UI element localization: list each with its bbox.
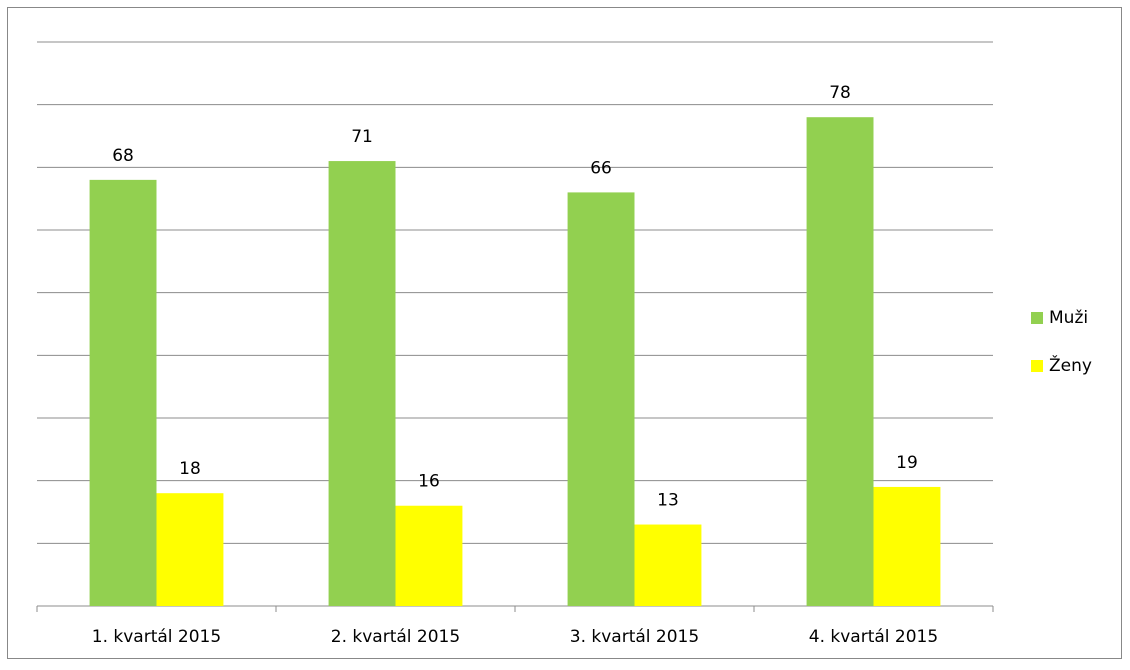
data-label: 18	[179, 459, 201, 479]
bar	[395, 505, 463, 606]
bar	[873, 486, 941, 606]
legend-swatch	[1031, 312, 1043, 324]
data-label: 78	[829, 83, 851, 103]
x-tick-label: 3. kvartál 2015	[570, 627, 699, 647]
data-label: 19	[896, 453, 918, 473]
bar	[567, 192, 635, 606]
bar	[328, 161, 396, 607]
legend-label: Muži	[1049, 308, 1088, 328]
legend-label: Ženy	[1049, 354, 1092, 376]
x-tick-label: 2. kvartál 2015	[331, 627, 460, 647]
x-tick-label: 4. kvartál 2015	[809, 627, 938, 647]
bar	[634, 524, 702, 606]
data-label: 66	[590, 158, 612, 178]
bar	[806, 117, 874, 606]
bar	[89, 179, 157, 606]
x-tick-label: 1. kvartál 2015	[92, 627, 221, 647]
bar	[156, 493, 224, 606]
data-label: 68	[112, 146, 134, 166]
data-label: 13	[657, 491, 679, 511]
data-label: 71	[351, 127, 373, 147]
data-label: 16	[418, 472, 440, 492]
legend-swatch	[1031, 360, 1043, 372]
